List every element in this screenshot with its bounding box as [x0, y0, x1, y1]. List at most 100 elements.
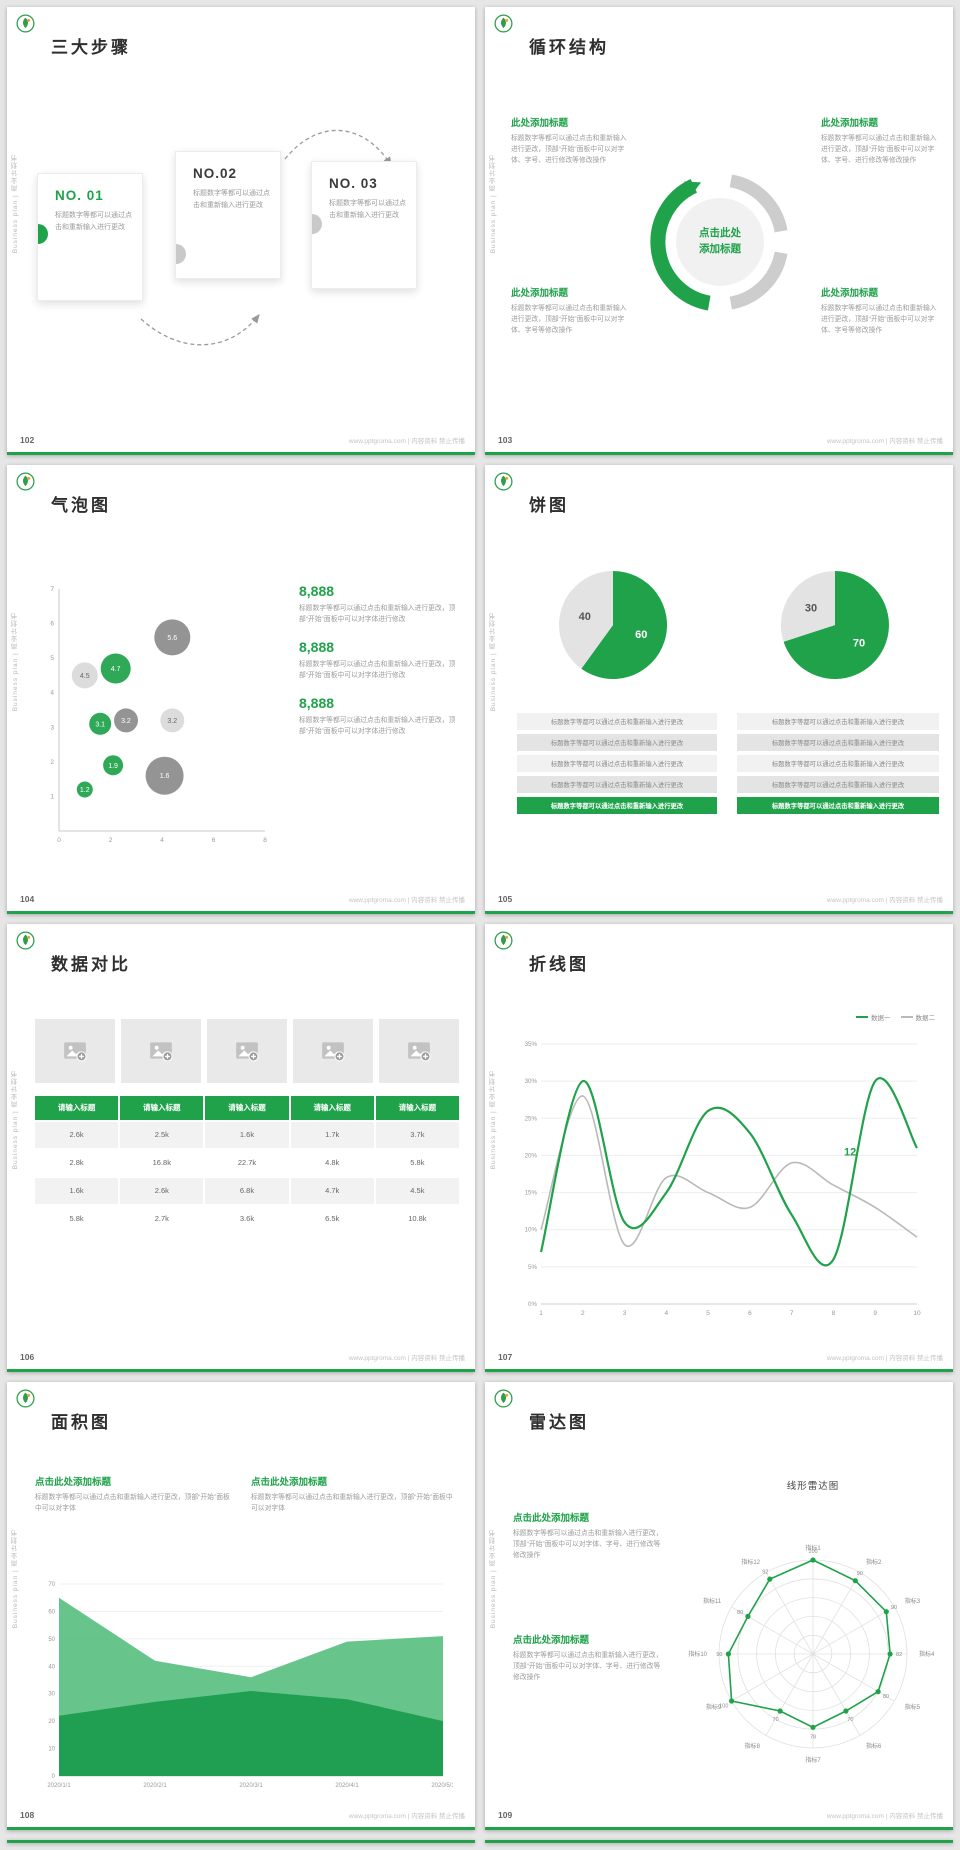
image-placeholder — [121, 1018, 201, 1083]
svg-text:20: 20 — [48, 1719, 55, 1725]
block-body: 标题数字等都可以通过点击和重新输入进行更改，顶部“开始”面板中可以对字体、字号等… — [821, 305, 937, 334]
block-body: 标题数字等都可以通过点击和重新输入进行更改，顶部“开始”面板中可以对字体、字号、… — [513, 1529, 663, 1559]
table-cell: 4.5k — [375, 1177, 459, 1204]
svg-text:100: 100 — [808, 1549, 817, 1555]
background-swoosh — [485, 1840, 953, 1843]
step-card: NO.02 标题数字等都可以通过点击和重新输入进行更改 — [175, 151, 281, 279]
bubble-chart: 1 2 3 4 5 6 7 0 2 4 6 8 4.5 4.7 5.6 3.1 3.2 3.2 1.9 1.6 1.2 — [50, 586, 267, 844]
area-chart: 0 10 20 30 40 50 60 70 2020/1/1 2020/2/1 2020/3/1 2… — [47, 1582, 453, 1789]
table-cell: 6.5k — [290, 1205, 374, 1232]
side-vertical-text: Business plan | 商业计划书 — [490, 1070, 497, 1170]
list-row: 标题数字等都可以通过点击和重新输入进行更改 — [737, 734, 939, 752]
svg-text:6: 6 — [50, 621, 54, 628]
svg-text:指标3: 指标3 — [905, 1597, 921, 1605]
side-vertical-text: Business plan | 商业计划书 — [12, 612, 19, 712]
svg-text:25%: 25% — [525, 1115, 538, 1122]
svg-text:35%: 35% — [525, 1041, 538, 1048]
list-row: 标题数字等都可以通过点击和重新输入进行更改 — [517, 755, 717, 773]
side-vertical-text: Business plan | 商业计划书 — [11, 1840, 38, 1843]
slide-102[interactable]: Business plan | 商业计划书 三大步骤 NO. 01 标题数字等都可… — [7, 7, 475, 456]
list-row: 标题数字等都可以通过点击和重新输入进行更改 — [737, 713, 939, 731]
page-number: 105 — [498, 893, 513, 904]
step-number: NO. 01 — [55, 188, 104, 203]
svg-text:5.6: 5.6 — [167, 635, 177, 642]
leaf-badge-logo-icon — [494, 472, 513, 491]
svg-text:2: 2 — [581, 1310, 585, 1317]
svg-text:10: 10 — [913, 1310, 921, 1317]
svg-text:80: 80 — [883, 1694, 889, 1700]
page-title: 数据对比 — [51, 954, 131, 974]
page-number: 102 — [20, 435, 35, 446]
svg-text:4.7: 4.7 — [111, 666, 121, 673]
svg-text:90: 90 — [716, 1652, 722, 1658]
svg-text:3: 3 — [50, 725, 54, 732]
svg-text:3.1: 3.1 — [95, 722, 105, 729]
block-title: 此处添加标题 — [511, 288, 569, 299]
text-block: 点击此处添加标题 标题数字等都可以通过点击和重新输入进行更改，顶部“开始”面板中可… — [513, 1632, 665, 1684]
block-title: 此处添加标题 — [511, 118, 569, 129]
slide-107[interactable]: Business plan | 商业计划书 折线图 数据一 数据二 0% 5% 10%… — [485, 923, 953, 1372]
step-card: NO. 03 标题数字等都可以通过点击和重新输入进行更改 — [311, 161, 417, 289]
block-title: 此处添加标题 — [821, 118, 879, 129]
svg-text:6: 6 — [212, 837, 216, 844]
slide-110[interactable]: Business plan | 商业计划书 雷达图 点击此处添加标题标题数字等都… — [7, 1840, 475, 1843]
slide-106[interactable]: Business plan | 商业计划书 数据对比 请输入标题 请输入标题 请输入… — [7, 923, 475, 1372]
page-title: 面积图 — [51, 1412, 111, 1432]
text-block: 点击此处添加标题 标题数字等都可以通过点击和重新输入进行更改，顶部“开始”面板中可… — [35, 1474, 233, 1515]
leaf-badge-logo-icon — [494, 930, 513, 950]
svg-text:1.9: 1.9 — [108, 763, 118, 770]
watermark: www.pptgroma.com | 内容资料 禁止传播 — [826, 438, 943, 446]
watermark: www.pptgroma.com | 内容资料 禁止传播 — [826, 896, 943, 904]
legend-swatch — [900, 1015, 913, 1018]
slide-105[interactable]: Business plan | 商业计划书 饼图 60 40 70 30 标题数字等… — [485, 465, 953, 914]
slide-109[interactable]: Business plan | 商业计划书 雷达图 点击此处添加标题 标题数字等都… — [485, 1381, 953, 1830]
comparison-table: 请输入标题 请输入标题 请输入标题 请输入标题 请输入标题 2.6k 2.5k 1.6k 1.7… — [35, 1095, 459, 1232]
watermark: www.pptgroma.com | 内容资料 禁止传播 — [348, 1354, 465, 1362]
step-card: NO. 01 标题数字等都可以通过点击和重新输入进行更改 — [37, 173, 143, 301]
step-text: 标题数字等都可以通过点击和重新输入进行更改 — [329, 200, 406, 219]
svg-text:5: 5 — [50, 655, 54, 662]
svg-text:30: 30 — [48, 1691, 55, 1697]
svg-text:指标7: 指标7 — [805, 1756, 821, 1764]
block-title: 点击此处添加标题 — [35, 1476, 112, 1488]
table-cell: 2.5k — [120, 1121, 204, 1148]
side-vertical-text: Business plan | 商业计划书 — [490, 612, 497, 712]
slide-104[interactable]: Business plan | 商业计划书 气泡图 1 2 3 4 5 6 7 0 2 4 6 8 4.… — [7, 465, 475, 914]
svg-text:8: 8 — [263, 837, 267, 844]
svg-text:4: 4 — [160, 837, 164, 844]
image-icon — [408, 1041, 431, 1062]
steps-diagram: NO. 01 标题数字等都可以通过点击和重新输入进行更改 NO.02 标题数字等都可以… — [33, 107, 453, 383]
list-row: 标题数字等都可以通过点击和重新输入进行更改 — [517, 776, 717, 794]
svg-text:指标9: 指标9 — [706, 1703, 722, 1711]
watermark: www.pptgroma.com | 内容资料 禁止传播 — [826, 1813, 943, 1820]
svg-text:0%: 0% — [528, 1301, 537, 1308]
svg-text:10%: 10% — [525, 1226, 538, 1233]
svg-text:4: 4 — [50, 690, 54, 697]
slide-111[interactable]: 10 资金的退出 主要告诉投资者如何收回投资，什么时间收回投资，大约有多少回报率… — [485, 1840, 953, 1843]
svg-text:9: 9 — [873, 1310, 877, 1317]
table-cell: 5.8k — [375, 1149, 459, 1176]
svg-text:10: 10 — [48, 1746, 55, 1752]
svg-text:1: 1 — [50, 794, 54, 801]
svg-text:30%: 30% — [525, 1078, 538, 1085]
slide-103[interactable]: Business plan | 商业计划书 循环结构 点击此处 添加标题 此处添… — [485, 7, 953, 456]
cycle-center-label: 点击此处 添加标题 — [635, 157, 805, 327]
page-title: 循环结构 — [529, 38, 609, 57]
cycle-center-line1: 点击此处 — [699, 227, 741, 240]
radar-line-chart: 指标1 指标2 指标3 指标4 指标5 指标6 指标7 指标8 指标9 指标10 指标11 指标12 1… — [688, 1544, 935, 1764]
svg-text:50: 50 — [48, 1637, 55, 1643]
block-body: 标题数字等都可以通过点击和重新输入进行更改，顶部“开始”面板中可以对字体、字号、… — [513, 1651, 663, 1681]
svg-text:1: 1 — [539, 1310, 543, 1317]
svg-text:指标11: 指标11 — [703, 1597, 722, 1605]
page-number: 103 — [498, 435, 513, 446]
image-icon — [64, 1041, 87, 1062]
svg-text:指标5: 指标5 — [905, 1703, 921, 1711]
page-number: 109 — [498, 1810, 513, 1820]
block-title: 点击此处添加标题 — [513, 1512, 590, 1524]
svg-text:指标10: 指标10 — [688, 1650, 707, 1658]
table-header-cell: 请输入标题 — [375, 1095, 459, 1120]
table-cell: 5.8k — [35, 1205, 119, 1232]
slide-108[interactable]: Business plan | 商业计划书 面积图 点击此处添加标题 标题数字等都… — [7, 1381, 475, 1830]
block-title: 点击此处添加标题 — [251, 1476, 328, 1488]
